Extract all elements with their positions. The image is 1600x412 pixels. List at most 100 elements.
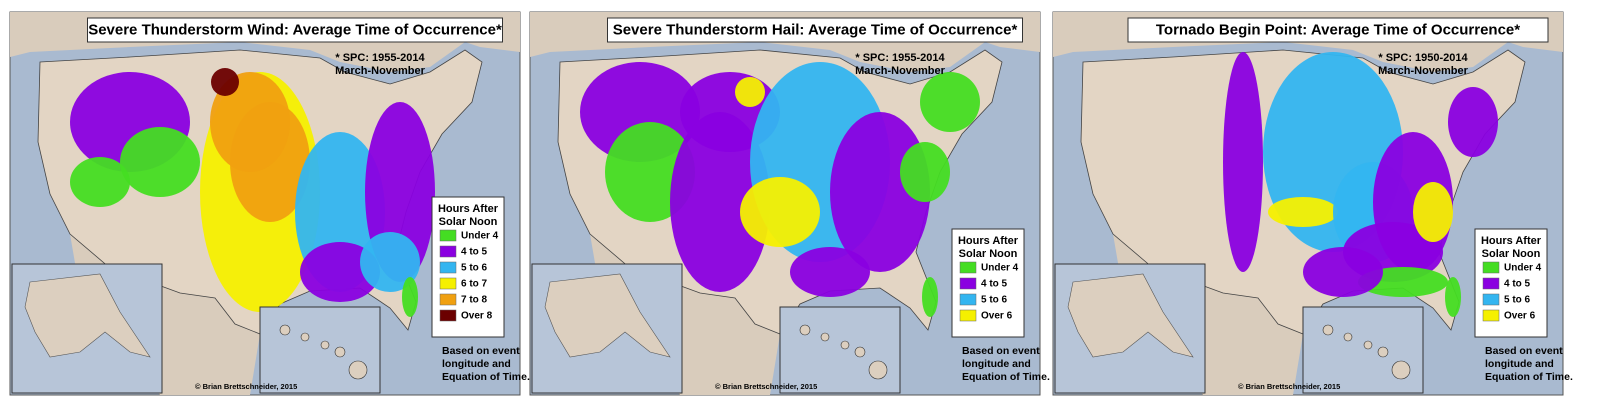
legend-swatch: [439, 277, 457, 290]
credit: © Brian Brettschneider, 2015: [195, 382, 297, 391]
hawaii-island: [820, 332, 830, 342]
legend-swatch: [959, 277, 977, 290]
map-panel: Severe Thunderstorm Wind: Average Time o…: [9, 11, 530, 396]
legend-title: Hours After: [438, 203, 499, 215]
credit: © Brian Brettschneider, 2015: [715, 382, 817, 391]
legend-label: Under 4: [981, 263, 1019, 274]
hawaii-island: [348, 360, 368, 380]
legend-label: Over 6: [981, 311, 1013, 322]
region: [920, 72, 980, 132]
map-panel: Tornado Begin Point: Average Time of Occ…: [1052, 11, 1573, 396]
alaska-land: [544, 273, 671, 358]
legend-label: 7 to 8: [461, 295, 488, 306]
note-text: Based on event: [442, 345, 520, 357]
region: [1448, 87, 1498, 157]
hawaii-island: [840, 340, 850, 350]
hawaii-island: [1363, 340, 1373, 350]
region: [1445, 277, 1461, 317]
region: [735, 77, 765, 107]
source-text: * SPC: 1955-2014: [855, 52, 945, 64]
region: [830, 112, 930, 272]
alaska-land: [1067, 273, 1194, 358]
title-box: [87, 17, 503, 43]
hawaii-inset: [259, 306, 381, 394]
note-text: Equation of Time.: [442, 371, 530, 383]
alaska-land: [24, 273, 151, 358]
credit: © Brian Brettschneider, 2015: [1238, 382, 1340, 391]
legend-swatch: [439, 261, 457, 274]
note-text: longitude and: [442, 358, 511, 370]
map-title: Severe Thunderstorm Wind: Average Time o…: [88, 21, 502, 38]
region: [1413, 182, 1453, 242]
legend-title: Solar Noon: [959, 248, 1018, 260]
legend-label: 4 to 5: [981, 279, 1008, 290]
legend-swatch: [1482, 293, 1500, 306]
legend-title: Solar Noon: [439, 216, 498, 228]
legend-label: Over 8: [461, 311, 493, 322]
region: [360, 232, 420, 292]
note-text: longitude and: [962, 358, 1031, 370]
legend-label: 5 to 6: [1504, 295, 1531, 306]
note-text: Equation of Time.: [1485, 371, 1573, 383]
map-panel: Severe Thunderstorm Hail: Average Time o…: [529, 11, 1050, 396]
hawaii-inset: [779, 306, 901, 394]
legend-label: Over 6: [1504, 311, 1536, 322]
hawaii-island: [1343, 332, 1353, 342]
hawaii-island: [868, 360, 888, 380]
hawaii-island: [320, 340, 330, 350]
legend-swatch: [439, 229, 457, 242]
legend-swatch: [959, 309, 977, 322]
note-text: Based on event: [1485, 345, 1563, 357]
region: [211, 68, 239, 96]
legend-title: Hours After: [958, 235, 1019, 247]
map-title: Tornado Begin Point: Average Time of Occ…: [1156, 21, 1520, 38]
legend-swatch: [959, 293, 977, 306]
legend-title: Solar Noon: [1482, 248, 1541, 260]
legend-label: 5 to 6: [461, 263, 488, 274]
legend-title: Hours After: [1481, 235, 1542, 247]
source-text: * SPC: 1955-2014: [335, 52, 425, 64]
title-box: [1127, 17, 1549, 43]
region: [790, 247, 870, 297]
hawaii-island: [334, 346, 346, 358]
legend-label: 6 to 7: [461, 279, 488, 290]
hawaii-inset: [1302, 306, 1424, 394]
region: [1303, 247, 1383, 297]
region: [300, 242, 380, 302]
map-title: Severe Thunderstorm Hail: Average Time o…: [613, 21, 1018, 38]
region: [402, 277, 418, 317]
region: [1223, 52, 1263, 272]
hawaii-island: [1377, 346, 1389, 358]
region: [900, 142, 950, 202]
legend-label: Under 4: [1504, 263, 1542, 274]
hawaii-island: [279, 324, 291, 336]
source-text: March-November: [335, 65, 426, 77]
hawaii-island: [799, 324, 811, 336]
legend-swatch: [959, 261, 977, 274]
region: [740, 177, 820, 247]
region: [70, 157, 130, 207]
legend-label: 4 to 5: [1504, 279, 1531, 290]
legend-swatch: [439, 309, 457, 322]
note-text: Equation of Time.: [962, 371, 1050, 383]
source-text: * SPC: 1950-2014: [1378, 52, 1468, 64]
region: [210, 72, 290, 172]
source-text: March-November: [1378, 65, 1469, 77]
legend-swatch: [439, 293, 457, 306]
note-text: Based on event: [962, 345, 1040, 357]
region: [670, 112, 770, 292]
legend-swatch: [1482, 277, 1500, 290]
legend-swatch: [1482, 309, 1500, 322]
note-text: longitude and: [1485, 358, 1554, 370]
region: [922, 277, 938, 317]
legend-label: Under 4: [461, 231, 499, 242]
title-box: [607, 17, 1023, 43]
hawaii-island: [1391, 360, 1411, 380]
region: [120, 127, 200, 197]
hawaii-island: [1322, 324, 1334, 336]
hawaii-island: [854, 346, 866, 358]
legend-swatch: [439, 245, 457, 258]
source-text: March-November: [855, 65, 946, 77]
hawaii-island: [300, 332, 310, 342]
